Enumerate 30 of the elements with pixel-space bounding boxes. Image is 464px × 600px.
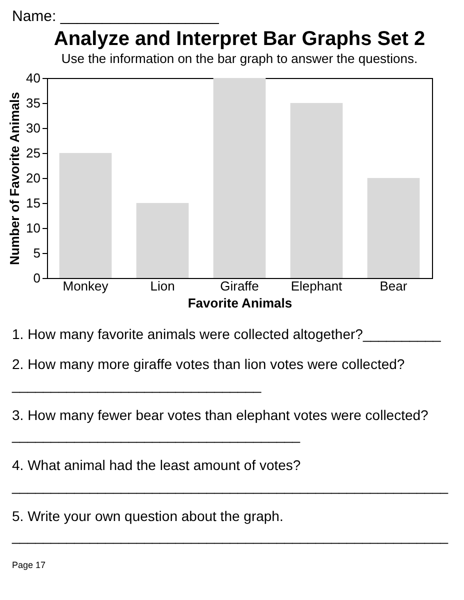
bar: [59, 153, 112, 278]
text: 1. How many favorite animals were collected altogether?__________: [11, 325, 442, 344]
x-tick-label: Bear: [380, 278, 408, 294]
y-tick-label: 20: [26, 170, 40, 186]
y-tick-label: 5: [33, 246, 40, 260]
x-tick-label: Monkey: [62, 278, 109, 294]
y-tick-label: 15: [26, 196, 40, 210]
y-tick-label: 10: [26, 220, 40, 236]
y-tick-label: 25: [26, 146, 40, 160]
x-tick-label: Lion: [150, 278, 175, 294]
text: 3. How many fewer bear votes than elephant votes were collected? _____________________________________: [10, 406, 430, 446]
y-tick-label: 0: [33, 270, 40, 286]
text: Page 17: [11, 558, 47, 572]
y-axis-title: Number of Favorite Animals: [7, 92, 22, 265]
text: 4. What animal had the least amount of votes? ________________________________________________________: [10, 456, 450, 496]
chart-subtitle: Use the information on the bar graph to answer the questions.: [61, 51, 418, 66]
bar: [136, 203, 189, 278]
x-tick-label: Elephant: [290, 278, 343, 294]
chart-title: Analyze and Interpret Bar Graphs Set 2: [54, 28, 426, 50]
bar: [367, 178, 420, 278]
y-tick-label: 30: [26, 120, 40, 136]
text: 5. Write your own question about the graph. ________________________________________________________: [10, 507, 450, 546]
y-tick-label: 40: [26, 70, 40, 86]
bar: [213, 78, 266, 278]
x-axis-title: Favorite Animals: [188, 296, 292, 310]
y-tick-label: 35: [26, 96, 40, 110]
bar: [290, 103, 343, 278]
text: Name: ___________________: [11, 7, 220, 25]
x-tick-label: Giraffe: [220, 278, 259, 294]
text: 2. How many more giraffe votes than lion votes were collected? ________________________________: [10, 355, 406, 395]
